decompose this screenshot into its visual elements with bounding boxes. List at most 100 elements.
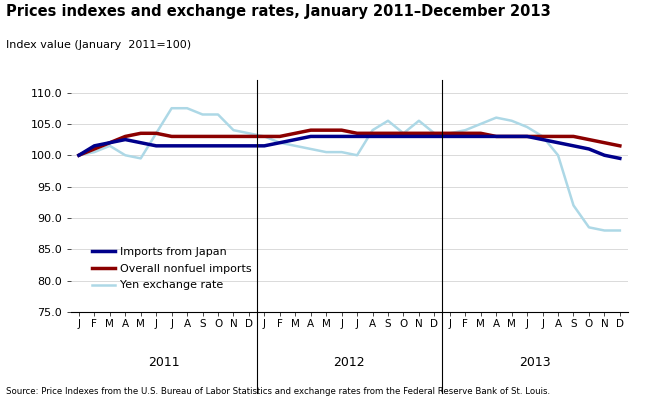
Overall nonfuel imports [353,131,361,136]
Imports from Japan [122,137,129,142]
Text: 2011: 2011 [148,356,180,369]
Imports from Japan [508,134,516,139]
Imports from Japan [106,140,114,145]
Yen exchange rate [492,115,500,120]
Overall nonfuel imports [508,134,516,139]
Overall nonfuel imports [199,134,206,139]
Overall nonfuel imports [122,134,129,139]
Imports from Japan [91,144,98,148]
Imports from Japan [384,134,392,139]
Yen exchange rate [152,131,160,136]
Overall nonfuel imports [384,131,392,136]
Overall nonfuel imports [322,128,330,132]
Overall nonfuel imports [523,134,531,139]
Yen exchange rate [600,228,608,233]
Yen exchange rate [477,122,485,126]
Imports from Japan [199,144,206,148]
Overall nonfuel imports [152,131,160,136]
Imports from Japan [585,146,593,151]
Overall nonfuel imports [600,140,608,145]
Overall nonfuel imports [492,134,500,139]
Yen exchange rate [230,128,237,132]
Yen exchange rate [291,144,299,148]
Imports from Japan [291,137,299,142]
Text: 2013: 2013 [519,356,551,369]
Yen exchange rate [183,106,191,111]
Yen exchange rate [261,134,269,139]
Overall nonfuel imports [539,134,547,139]
Imports from Japan [430,134,438,139]
Imports from Japan [353,134,361,139]
Overall nonfuel imports [307,128,314,132]
Overall nonfuel imports [183,134,191,139]
Overall nonfuel imports [137,131,145,136]
Overall nonfuel imports [585,137,593,142]
Overall nonfuel imports [91,146,98,151]
Overall nonfuel imports [338,128,345,132]
Yen exchange rate [245,131,253,136]
Imports from Japan [75,153,83,158]
Yen exchange rate [122,153,129,158]
Yen exchange rate [585,225,593,230]
Overall nonfuel imports [214,134,222,139]
Imports from Japan [554,140,562,145]
Imports from Japan [461,134,469,139]
Imports from Japan [152,144,160,148]
Line: Imports from Japan: Imports from Japan [79,136,620,158]
Imports from Japan [276,140,284,145]
Yen exchange rate [569,203,577,208]
Yen exchange rate [168,106,175,111]
Overall nonfuel imports [400,131,408,136]
Text: Prices indexes and exchange rates, January 2011–December 2013: Prices indexes and exchange rates, Janua… [6,4,551,19]
Imports from Japan [261,144,269,148]
Imports from Japan [415,134,423,139]
Line: Yen exchange rate: Yen exchange rate [79,108,620,230]
Overall nonfuel imports [415,131,423,136]
Overall nonfuel imports [75,153,83,158]
Yen exchange rate [508,118,516,123]
Imports from Japan [616,156,624,161]
Overall nonfuel imports [106,140,114,145]
Yen exchange rate [276,140,284,145]
Yen exchange rate [91,150,98,154]
Overall nonfuel imports [616,144,624,148]
Yen exchange rate [384,118,392,123]
Yen exchange rate [369,128,377,132]
Yen exchange rate [400,131,408,136]
Yen exchange rate [554,153,562,158]
Overall nonfuel imports [276,134,284,139]
Imports from Japan [338,134,345,139]
Yen exchange rate [616,228,624,233]
Overall nonfuel imports [245,134,253,139]
Yen exchange rate [523,125,531,130]
Imports from Japan [214,144,222,148]
Overall nonfuel imports [430,131,438,136]
Imports from Japan [539,137,547,142]
Overall nonfuel imports [369,131,377,136]
Yen exchange rate [415,118,423,123]
Imports from Japan [230,144,237,148]
Legend: Imports from Japan, Overall nonfuel imports, Yen exchange rate: Imports from Japan, Overall nonfuel impo… [88,243,256,295]
Imports from Japan [168,144,175,148]
Text: Source: Price Indexes from the U.S. Bureau of Labor Statistics and exchange rate: Source: Price Indexes from the U.S. Bure… [6,387,551,396]
Imports from Japan [492,134,500,139]
Yen exchange rate [307,146,314,151]
Text: Index value (January  2011=100): Index value (January 2011=100) [6,40,192,50]
Overall nonfuel imports [261,134,269,139]
Yen exchange rate [353,153,361,158]
Imports from Japan [245,144,253,148]
Overall nonfuel imports [554,134,562,139]
Yen exchange rate [446,131,454,136]
Imports from Japan [307,134,314,139]
Imports from Japan [523,134,531,139]
Yen exchange rate [539,134,547,139]
Yen exchange rate [75,153,83,158]
Yen exchange rate [430,131,438,136]
Imports from Japan [600,153,608,158]
Imports from Japan [369,134,377,139]
Imports from Japan [183,144,191,148]
Yen exchange rate [461,128,469,132]
Overall nonfuel imports [291,131,299,136]
Imports from Japan [446,134,454,139]
Yen exchange rate [199,112,206,117]
